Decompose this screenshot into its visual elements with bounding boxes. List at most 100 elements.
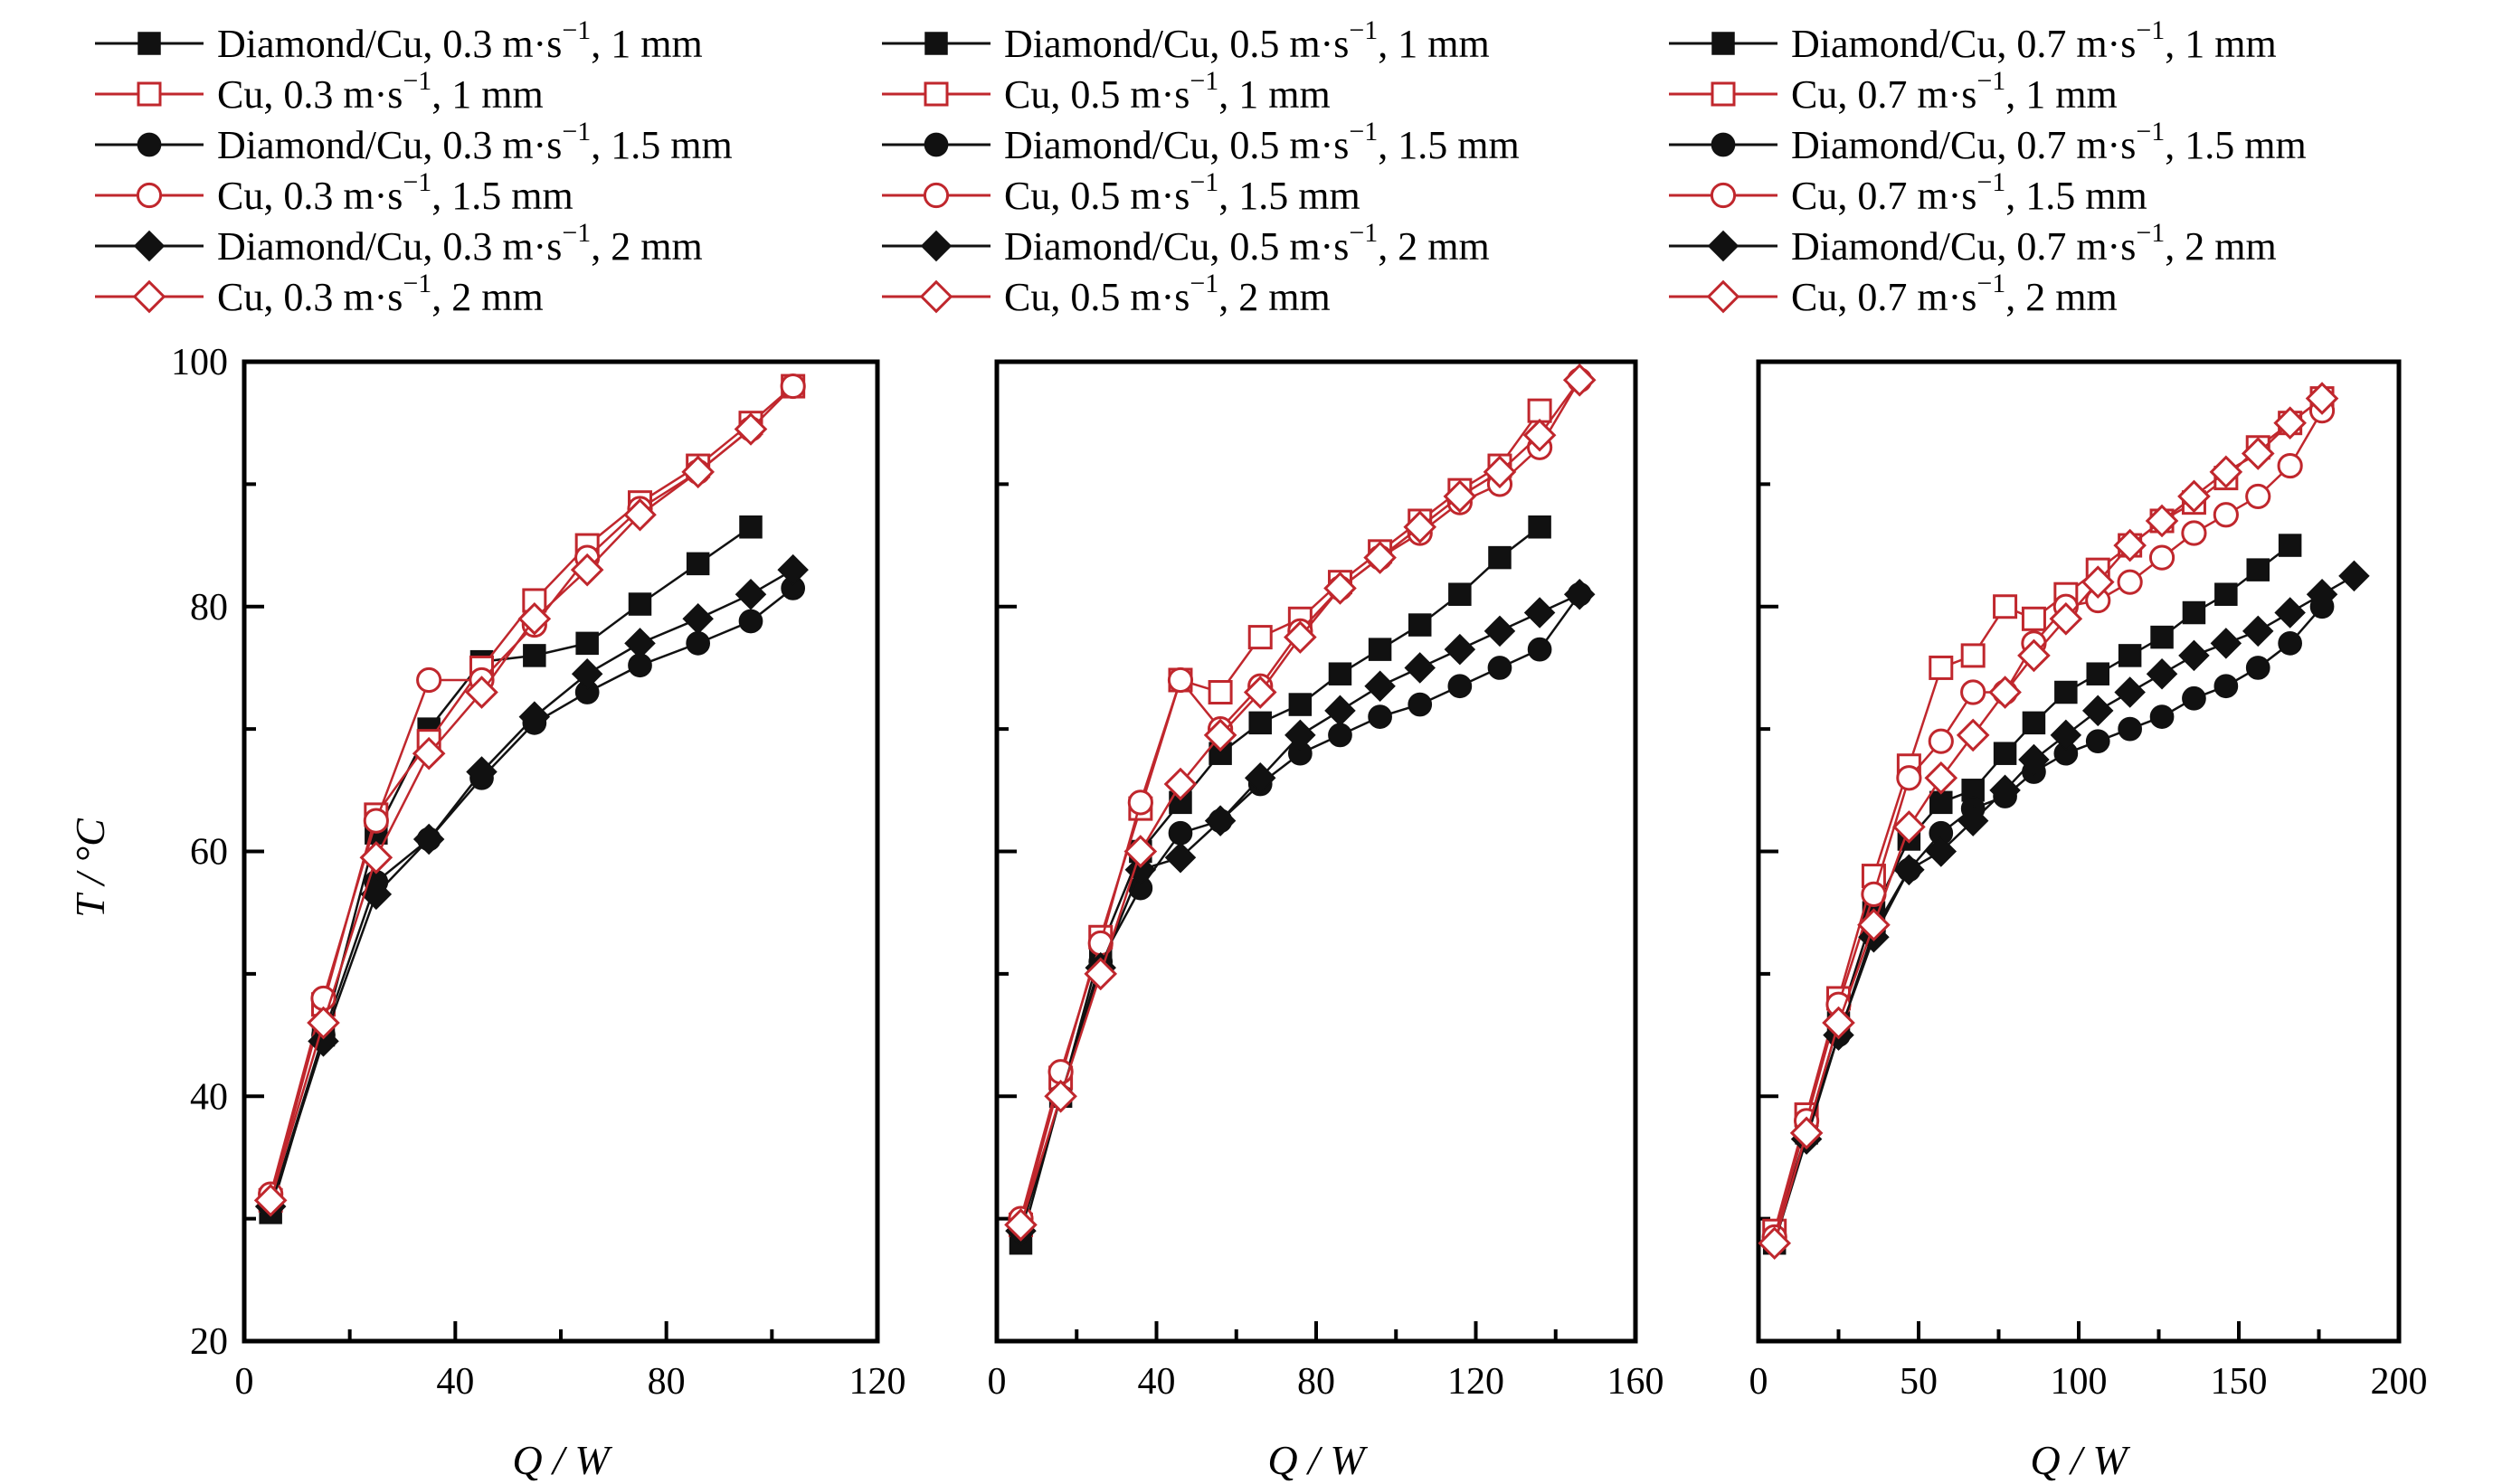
data-point — [1447, 674, 1473, 699]
data-point — [2338, 560, 2370, 592]
data-point — [2182, 600, 2206, 625]
x-tick-label: 0 — [1749, 1361, 1768, 1403]
data-point — [1123, 835, 1158, 868]
data-point — [1960, 643, 1986, 668]
data-point — [2145, 504, 2179, 538]
data-point — [2245, 483, 2271, 510]
data-point — [2210, 628, 2242, 659]
data-point — [1164, 842, 1197, 874]
legend-entry: Cu, 0.7 m·s−1, 1.5 mm — [1669, 167, 2147, 218]
data-point — [1528, 515, 1551, 539]
data-point — [1363, 541, 1397, 574]
data-point — [1924, 761, 1958, 795]
legend-entry: Cu, 0.3 m·s−1, 1.5 mm — [95, 167, 573, 218]
data-point — [1989, 774, 2021, 807]
series-line — [270, 428, 752, 1201]
data-point — [1822, 1006, 1855, 1040]
data-point — [570, 553, 604, 587]
series-diamond-cu-2mm — [1005, 578, 1596, 1247]
data-point — [523, 644, 546, 667]
series-cu-2mm — [1004, 363, 1597, 1242]
data-point — [2118, 644, 2142, 667]
data-point — [517, 601, 552, 636]
legend-entry: Diamond/Cu, 0.5 m·s−1, 1.5 mm — [882, 117, 1520, 167]
legend-label: Diamond/Cu, 0.5 m·s−1, 1 mm — [1004, 15, 1490, 66]
series-line — [1773, 397, 2323, 1244]
legend-marker — [1711, 81, 1736, 107]
data-point — [2022, 711, 2046, 735]
data-point — [2277, 452, 2303, 479]
legend-1: Diamond/Cu, 0.3 m·s−1, 1 mm Cu, 0.3 m·s−1… — [95, 15, 733, 319]
data-point — [1522, 418, 1557, 452]
legend-marker — [919, 279, 953, 314]
plot-frame — [994, 359, 1638, 1344]
series-cu-1p5mm — [1008, 367, 1593, 1232]
legend-marker — [1707, 230, 1739, 262]
data-point — [571, 657, 603, 690]
data-point — [1443, 479, 1477, 514]
legend-label: Cu, 0.7 m·s−1, 2 mm — [1791, 269, 2118, 319]
data-point — [780, 373, 806, 400]
plot-frame — [1756, 359, 2402, 1344]
x-tick-label: 40 — [436, 1361, 474, 1403]
data-point — [1483, 615, 1516, 647]
data-point — [1404, 652, 1436, 684]
data-point — [2209, 455, 2243, 489]
panel-2: 0 40 80 120 160 Q / W — [988, 359, 1664, 1483]
data-point — [2241, 437, 2275, 470]
data-point — [1448, 582, 1472, 606]
data-point — [1928, 728, 1954, 754]
data-point — [2213, 674, 2239, 699]
data-point — [575, 631, 599, 656]
data-point — [1364, 670, 1396, 703]
data-point — [2054, 680, 2078, 704]
legend-marker — [132, 279, 166, 314]
data-point — [1957, 805, 1989, 837]
series-diamond-cu-2mm — [254, 553, 809, 1223]
data-point — [1368, 638, 1392, 661]
data-point — [735, 578, 767, 610]
data-point — [1893, 854, 1925, 886]
data-point — [686, 631, 711, 656]
legend-label: Cu, 0.3 m·s−1, 2 mm — [217, 269, 544, 319]
series-line — [1019, 525, 1540, 1244]
series-diamond-cu-1p5mm — [258, 576, 806, 1219]
legend-marker — [923, 182, 950, 209]
x-tick-label: 80 — [1297, 1361, 1335, 1403]
data-point — [1929, 790, 1953, 815]
y-tick-label: 80 — [190, 587, 228, 629]
data-point — [1527, 398, 1552, 423]
data-point — [682, 603, 714, 635]
data-point — [2213, 502, 2239, 528]
data-point — [2081, 695, 2114, 727]
legend-entry: Cu, 0.5 m·s−1, 1.5 mm — [882, 167, 1360, 218]
legend-entry: Diamond/Cu, 0.5 m·s−1, 1 mm — [882, 15, 1490, 66]
data-point — [2114, 676, 2146, 708]
legend-label: Diamond/Cu, 0.7 m·s−1, 1 mm — [1791, 15, 2277, 66]
y-axis-label: T / °C — [67, 818, 113, 918]
data-point — [1789, 1116, 1824, 1150]
series-line — [1773, 410, 2324, 1238]
data-point — [1284, 620, 1317, 654]
data-point — [2149, 704, 2175, 729]
data-point — [1408, 613, 1432, 637]
legend-label: Cu, 0.3 m·s−1, 1.5 mm — [217, 167, 573, 218]
data-point — [1167, 666, 1194, 694]
series-line — [1019, 410, 1541, 1225]
data-point — [466, 756, 498, 788]
data-point — [1960, 679, 1986, 705]
data-point — [2085, 729, 2110, 754]
legend-marker — [133, 230, 166, 262]
data-point — [1408, 692, 1433, 717]
legend-entry: Diamond/Cu, 0.7 m·s−1, 2 mm — [1669, 218, 2277, 269]
legend-label: Diamond/Cu, 0.3 m·s−1, 2 mm — [217, 218, 703, 269]
legend-label: Diamond/Cu, 0.3 m·s−1, 1 mm — [217, 15, 703, 66]
legends: Diamond/Cu, 0.3 m·s−1, 1 mm Cu, 0.3 m·s−1… — [95, 15, 2307, 319]
series-cu-2mm — [253, 412, 768, 1217]
data-point — [623, 497, 657, 532]
data-point — [1896, 765, 1922, 791]
series-line — [1773, 397, 2323, 1232]
legend-marker — [1711, 132, 1736, 157]
data-point — [412, 823, 445, 855]
data-point — [1127, 789, 1153, 816]
